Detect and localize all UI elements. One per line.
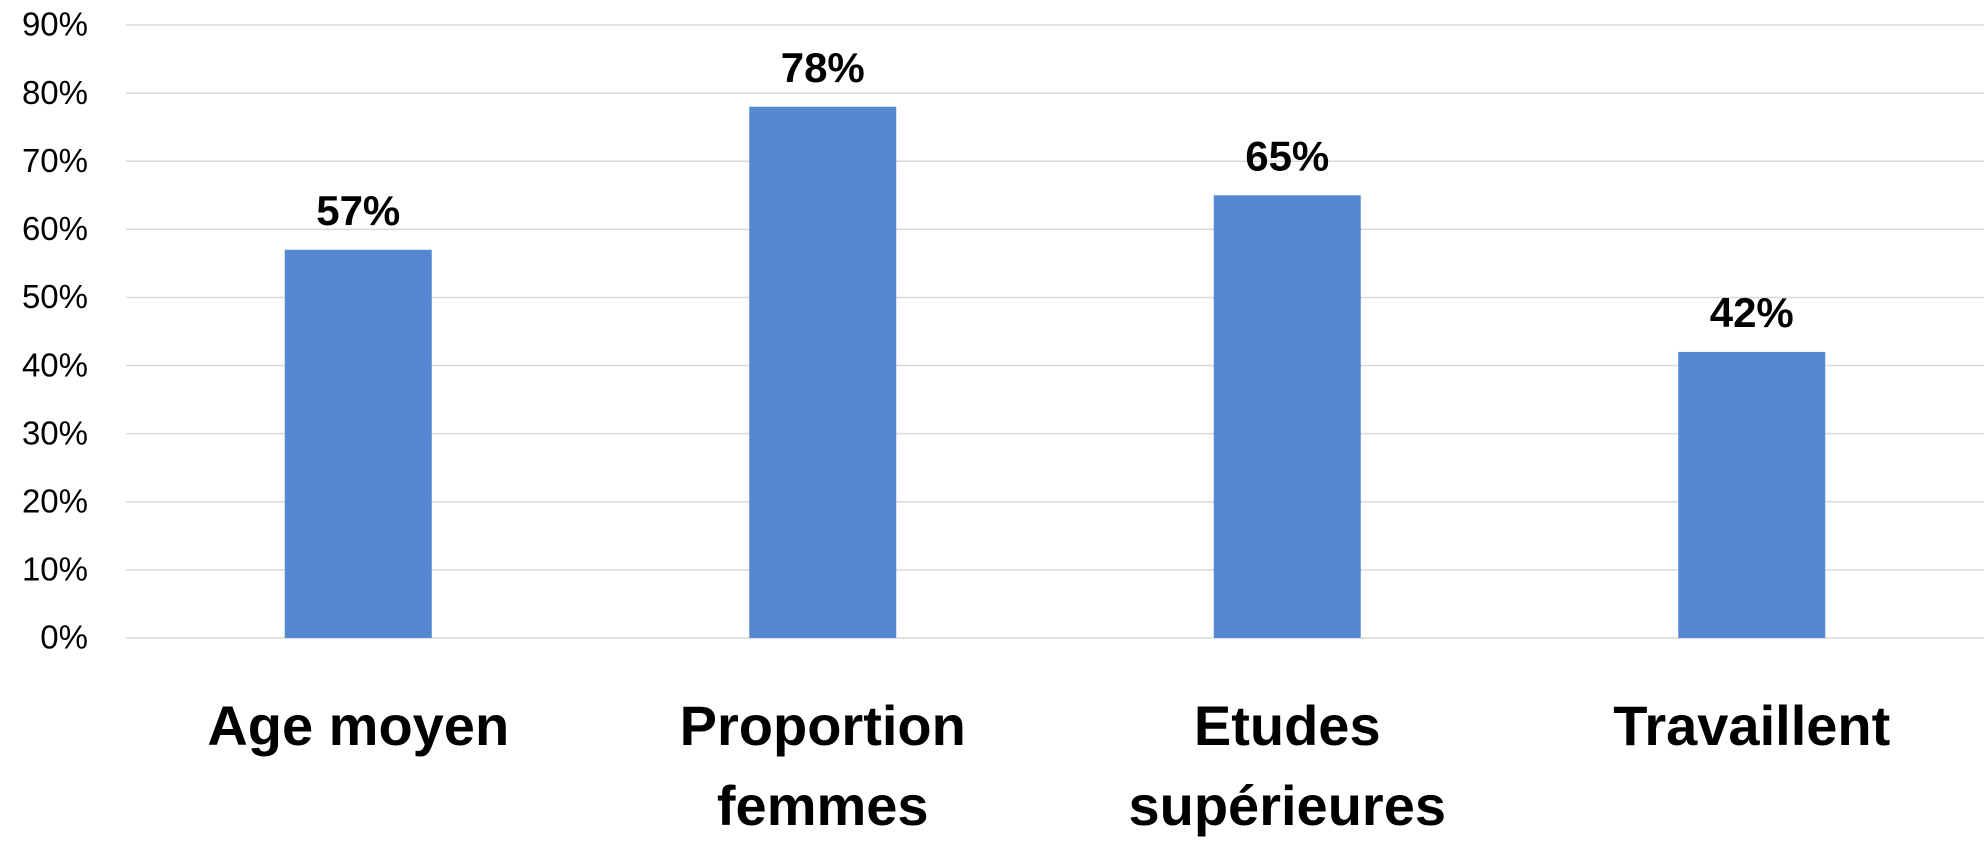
y-tick-label: 60% xyxy=(22,210,88,247)
data-label: 78% xyxy=(781,44,865,91)
x-tick-label: Age moyen xyxy=(207,694,510,757)
data-label: 42% xyxy=(1710,289,1794,336)
data-label: 57% xyxy=(316,187,400,234)
y-tick-label: 10% xyxy=(22,551,88,588)
y-tick-label: 30% xyxy=(22,414,88,451)
bar xyxy=(1678,351,1826,638)
bar xyxy=(749,106,897,638)
bar xyxy=(1213,195,1361,638)
data-label: 65% xyxy=(1245,132,1329,179)
x-tick-label: Travaillent xyxy=(1613,694,1891,757)
x-tick-label: Etudes supérieures xyxy=(1128,694,1447,837)
y-tick-label: 50% xyxy=(22,278,88,315)
y-tick-label: 90% xyxy=(22,6,88,43)
y-tick-label: 20% xyxy=(22,482,88,519)
y-tick-label: 70% xyxy=(22,142,88,179)
y-tick-label: 80% xyxy=(22,74,88,111)
y-tick-label: 40% xyxy=(22,346,88,383)
y-tick-label: 0% xyxy=(40,619,88,656)
bar xyxy=(284,249,432,638)
x-tick-label: Proportion femmes xyxy=(679,694,966,837)
